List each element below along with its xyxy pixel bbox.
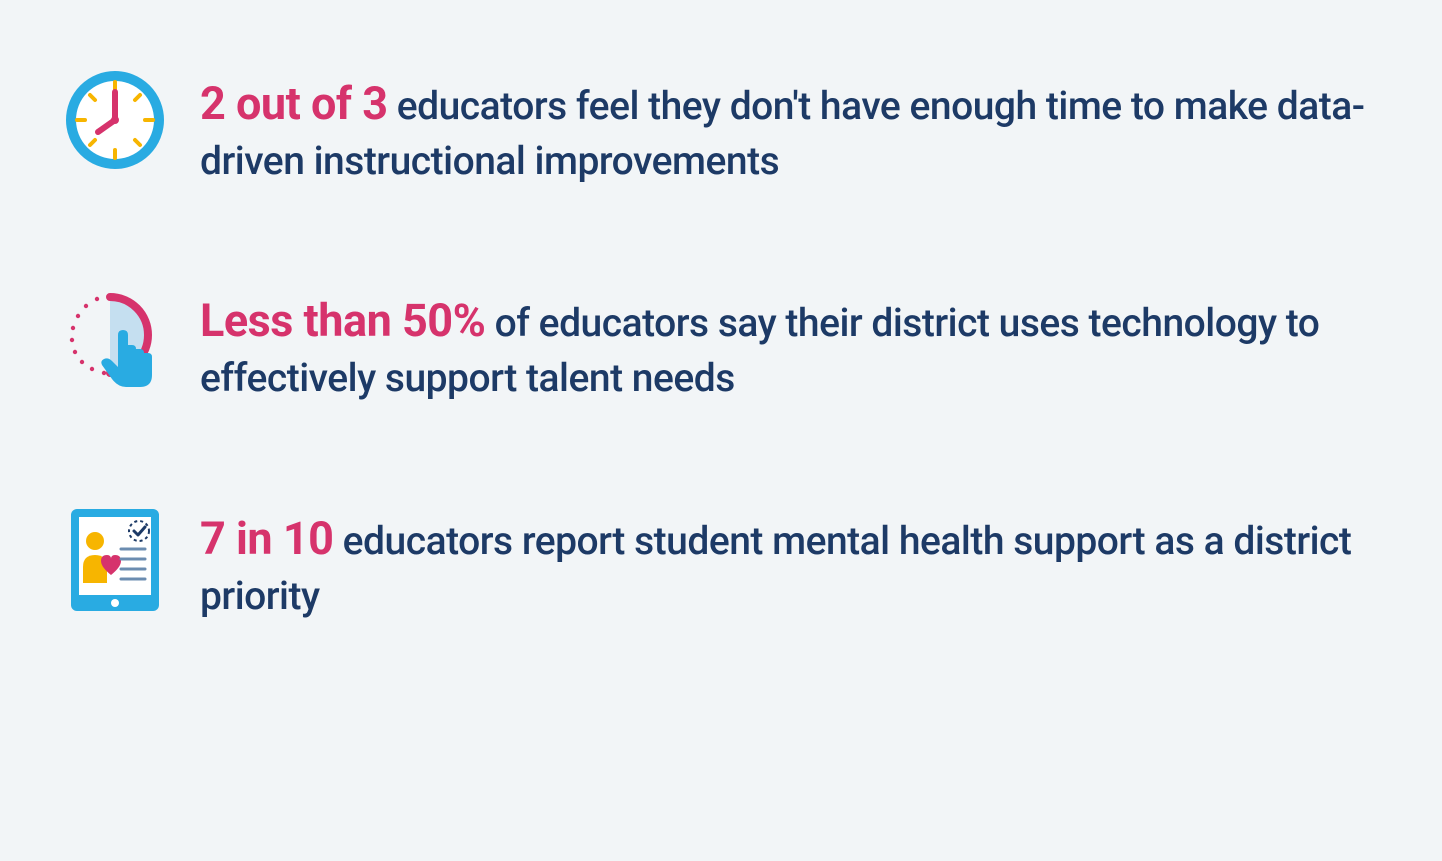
stat-highlight-1: 2 out of 3 bbox=[200, 77, 388, 130]
clock-icon bbox=[60, 70, 170, 180]
tablet-icon bbox=[60, 505, 170, 615]
stat-highlight-3: 7 in 10 bbox=[200, 512, 333, 565]
stat-text-2: Less than 50% of educators say their dis… bbox=[200, 287, 1372, 404]
infographic-container: 2 out of 3 educators feel they don't hav… bbox=[60, 70, 1372, 622]
stat-item-2: Less than 50% of educators say their dis… bbox=[60, 287, 1372, 404]
stat-highlight-2: Less than 50% bbox=[200, 294, 485, 347]
stat-text-1: 2 out of 3 educators feel they don't hav… bbox=[200, 70, 1372, 187]
stat-item-1: 2 out of 3 educators feel they don't hav… bbox=[60, 70, 1372, 187]
stat-body-3: educators report student mental health s… bbox=[200, 518, 1351, 619]
hand-circle-icon bbox=[60, 287, 170, 397]
stat-item-3: 7 in 10 educators report student mental … bbox=[60, 505, 1372, 622]
stat-text-3: 7 in 10 educators report student mental … bbox=[200, 505, 1372, 622]
